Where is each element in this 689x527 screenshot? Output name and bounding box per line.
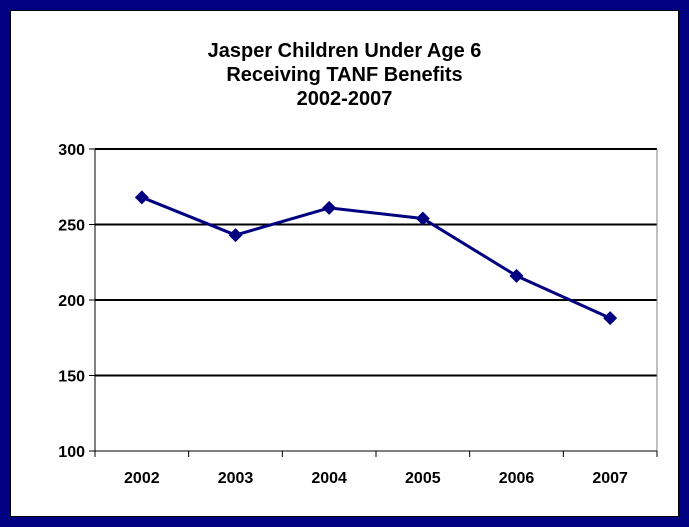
y-tick-label: 250 — [58, 218, 85, 235]
chart-area: Jasper Children Under Age 6 Receiving TA… — [10, 10, 679, 517]
data-point-marker — [228, 228, 243, 243]
chart-title-line-2: Receiving TANF Benefits — [226, 64, 463, 86]
x-tick-label: 2007 — [592, 470, 628, 487]
y-tick-label: 150 — [58, 369, 85, 386]
x-tick-label: 2002 — [124, 470, 160, 487]
x-tick-label: 2006 — [499, 470, 535, 487]
x-tick-label: 2004 — [311, 470, 347, 487]
data-point-marker — [415, 211, 430, 226]
x-tick-label: 2005 — [405, 470, 441, 487]
data-point-marker — [322, 200, 337, 215]
y-tick-label: 300 — [58, 142, 85, 159]
data-point-marker — [134, 190, 149, 205]
series-line — [141, 195, 611, 320]
data-point-marker — [603, 311, 618, 326]
chart-title-line-3: 2002-2007 — [296, 88, 393, 110]
chart-title: Jasper Children Under Age 6 Receiving TA… — [11, 39, 678, 111]
plot-area: 100 150 200 250 300 2002 2003 2004 2005 2006 2007 — [58, 142, 658, 487]
y-tick-label: 100 — [58, 444, 85, 461]
data-point-marker — [509, 268, 524, 283]
chart-title-line-1: Jasper Children Under Age 6 — [207, 40, 482, 62]
x-tick-label: 2003 — [218, 470, 254, 487]
y-tick-label: 200 — [58, 293, 85, 310]
